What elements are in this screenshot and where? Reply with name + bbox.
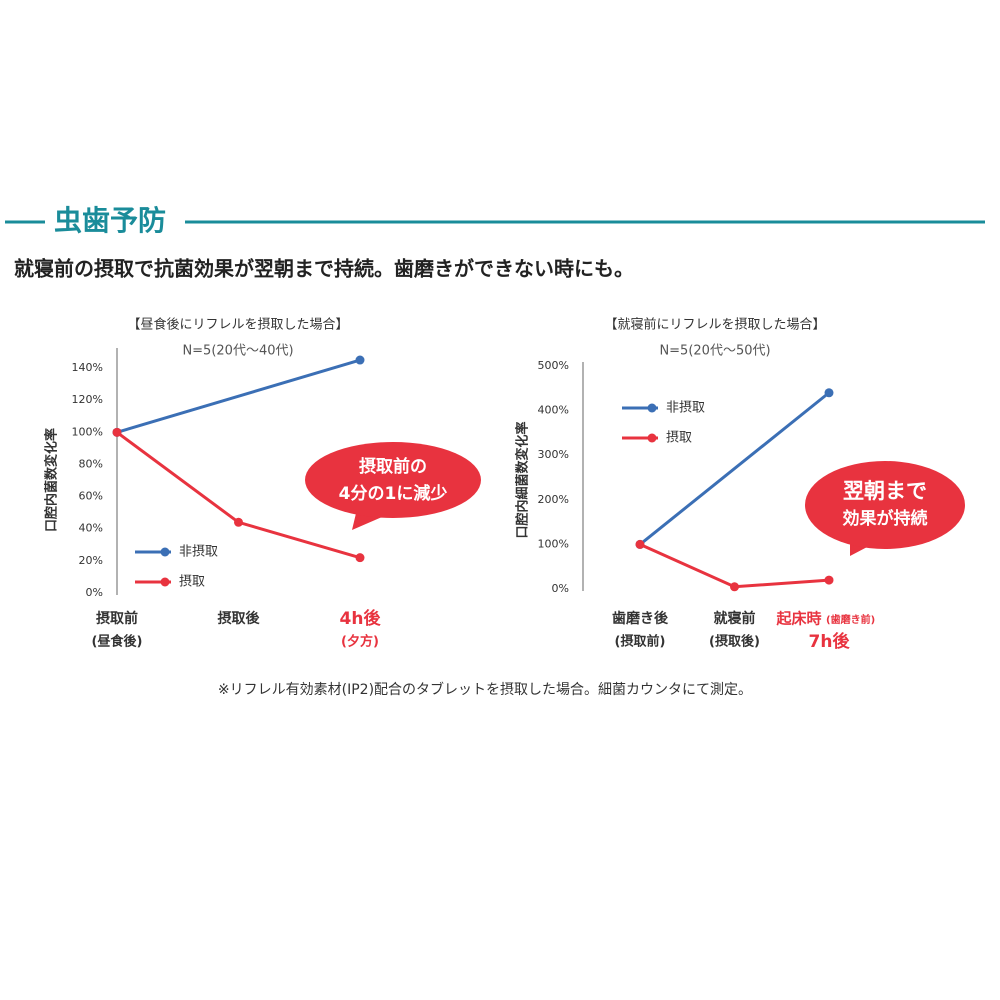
x-tick-label: 歯磨き後 [612, 610, 669, 627]
data-point [355, 355, 365, 365]
data-point [112, 427, 122, 437]
callout-text: 4分の1に減少 [339, 483, 448, 504]
legend-label: 非摂取 [666, 400, 705, 416]
x-tick-label: 就寝前 [714, 610, 756, 627]
callout-text: 効果が持続 [843, 508, 928, 529]
callout-text: 翌朝まで [843, 479, 927, 503]
y-tick-label: 120% [72, 393, 103, 406]
x-tick-note: (摂取後) [709, 634, 760, 650]
y-tick-label: 0% [86, 586, 103, 599]
callout-text: 摂取前の [359, 456, 427, 477]
y-tick-label: 100% [538, 537, 569, 550]
data-point [730, 582, 739, 592]
chart-title: 【昼食後にリフレルを摂取した場合】 [127, 317, 348, 333]
y-axis-label: 口腔内細菌数変化率 [515, 421, 531, 538]
x-tick-note: (摂取前) [615, 634, 666, 650]
y-tick-label: 60% [79, 490, 103, 503]
x-tick-note: 7h後 [809, 631, 851, 652]
x-tick-label: 摂取後 [218, 610, 261, 627]
legend-marker [647, 403, 657, 413]
series-line [639, 543, 830, 589]
y-tick-label: 100% [72, 425, 103, 438]
header-subtitle: 就寝前の摂取で抗菌効果が翌朝まで持続。歯磨きができない時にも。 [14, 257, 634, 281]
legend-label: 摂取 [179, 574, 205, 590]
y-tick-label: 0% [552, 582, 569, 595]
y-axis-label: 口腔内菌数変化率 [44, 428, 60, 532]
x-tick-note: (昼食後) [92, 634, 143, 650]
y-tick-label: 20% [79, 554, 103, 567]
legend-marker [647, 433, 657, 443]
legend-label: 非摂取 [179, 544, 218, 560]
y-tick-label: 500% [538, 359, 569, 372]
x-tick-label: 摂取前 [96, 610, 138, 627]
x-tick-tag: (歯磨き前) [826, 613, 875, 626]
chart-subtitle: N=5(20代〜50代) [659, 344, 770, 359]
callout-bubble [305, 442, 481, 518]
y-tick-label: 300% [538, 448, 569, 461]
series-line [116, 358, 361, 434]
y-tick-label: 200% [538, 493, 569, 506]
legend-marker [160, 577, 170, 587]
x-tick-note: (夕方) [341, 634, 379, 650]
header-title: 虫歯予防 [54, 204, 166, 237]
data-point [234, 517, 243, 527]
y-tick-label: 40% [79, 522, 103, 535]
series-line [639, 391, 830, 546]
data-point [355, 553, 365, 563]
chart-subtitle: N=5(20代〜40代) [182, 344, 293, 359]
legend-label: 摂取 [666, 430, 692, 446]
x-tick-label: 4h後 [340, 608, 382, 629]
data-point [824, 575, 834, 585]
y-tick-label: 140% [72, 361, 103, 374]
y-tick-label: 80% [79, 457, 103, 470]
y-tick-label: 400% [538, 404, 569, 417]
data-point [635, 539, 645, 549]
footnote: ※リフレル有効素材(IP2)配合のタブレットを摂取した場合。細菌カウンタにて測定… [218, 681, 752, 698]
callout-bubble [805, 461, 965, 549]
x-tick-label: 起床時 [775, 610, 821, 628]
legend-marker [160, 547, 170, 557]
data-point [824, 388, 834, 398]
chart-title: 【就寝前にリフレルを摂取した場合】 [604, 317, 825, 333]
